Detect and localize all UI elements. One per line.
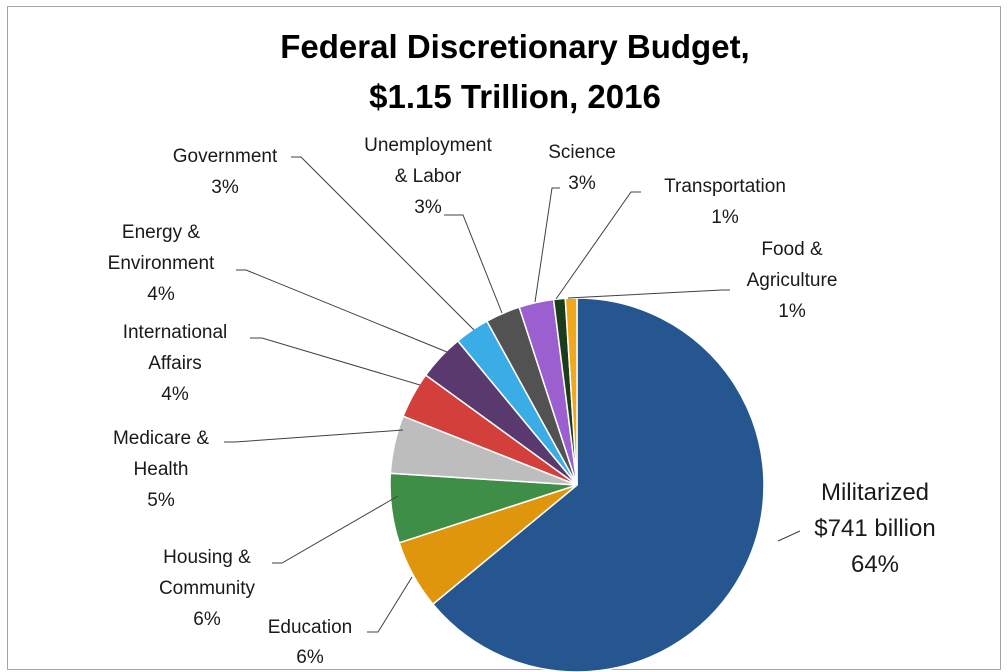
- slice-label-6-line-0: Government: [173, 146, 278, 167]
- slice-label-7-line-0: Unemployment: [364, 135, 492, 156]
- slice-label-6-line-1: 3%: [211, 177, 239, 198]
- slice-label-1-line-0: Education: [268, 617, 353, 638]
- pie-slices: [389, 297, 765, 672]
- slice-label-0: Militarized $741 billion 64%: [814, 479, 935, 578]
- slice-label-3: Medicare & Health 5%: [113, 428, 209, 511]
- chart-title-line-2: $1.15 Trillion, 2016: [369, 78, 661, 115]
- leader-line-0: [777, 530, 801, 542]
- slice-label-9: Transportation 1%: [664, 176, 786, 228]
- leader-line-6: [291, 156, 475, 331]
- leader-line-10: [567, 289, 730, 299]
- leader-line-4: [250, 337, 421, 386]
- leader-lines: [224, 156, 801, 633]
- slice-label-4: International Affairs 4%: [123, 322, 228, 405]
- leader-line-9: [555, 191, 641, 300]
- slice-label-8: Science 3%: [548, 142, 616, 194]
- chart-title-line-1: Federal Discretionary Budget,: [280, 28, 749, 65]
- slice-label-10-line-0: Food &: [761, 239, 823, 260]
- slice-label-2-line-2: 6%: [193, 609, 221, 630]
- slice-label-8-line-1: 3%: [568, 173, 596, 194]
- slice-label-3-line-0: Medicare &: [113, 428, 209, 449]
- slice-label-4-line-1: Affairs: [148, 353, 202, 374]
- slice-label-0-line-2: 64%: [851, 551, 899, 578]
- slice-labels: Militarized $741 billion 64%Education 6%Hou…: [108, 135, 936, 668]
- slice-label-5-line-1: Environment: [108, 253, 215, 274]
- slice-label-10: Food & Agriculture 1%: [747, 239, 838, 322]
- slice-label-7-line-1: & Labor: [395, 166, 462, 187]
- slice-label-6: Government 3%: [173, 146, 278, 198]
- slice-label-9-line-1: 1%: [711, 207, 739, 228]
- slice-label-0-line-0: Militarized: [821, 479, 929, 506]
- slice-label-2-line-1: Community: [159, 578, 256, 599]
- leader-line-2: [272, 495, 399, 564]
- slice-label-1-line-1: 6%: [296, 647, 324, 668]
- slice-label-8-line-0: Science: [548, 142, 616, 163]
- slice-label-0-line-1: $741 billion: [814, 515, 935, 542]
- slice-label-4-line-0: International: [123, 322, 228, 343]
- slice-label-1: Education 6%: [268, 617, 353, 668]
- slice-label-10-line-1: Agriculture: [747, 270, 838, 291]
- slice-label-4-line-2: 4%: [161, 384, 189, 405]
- leader-line-1: [367, 576, 413, 633]
- slice-label-3-line-1: Health: [134, 459, 189, 480]
- leader-line-5: [236, 269, 448, 353]
- slice-label-5-line-0: Energy &: [122, 222, 200, 243]
- slice-label-3-line-2: 5%: [147, 490, 175, 511]
- slice-label-10-line-2: 1%: [778, 301, 806, 322]
- pie-slice-0: [431, 297, 765, 672]
- leader-line-3: [224, 429, 404, 443]
- slice-label-7: Unemployment & Labor 3%: [364, 135, 492, 218]
- slice-label-2: Housing & Community 6%: [159, 547, 256, 630]
- slice-label-9-line-0: Transportation: [664, 176, 786, 197]
- leader-line-7: [444, 214, 503, 314]
- slice-label-2-line-0: Housing &: [163, 547, 251, 568]
- slice-label-5: Energy & Environment 4%: [108, 222, 215, 305]
- chart-title: Federal Discretionary Budget, $1.15 Tril…: [280, 28, 749, 115]
- leader-line-8: [534, 187, 560, 303]
- slice-label-5-line-2: 4%: [147, 284, 175, 305]
- slice-label-7-line-2: 3%: [414, 197, 442, 218]
